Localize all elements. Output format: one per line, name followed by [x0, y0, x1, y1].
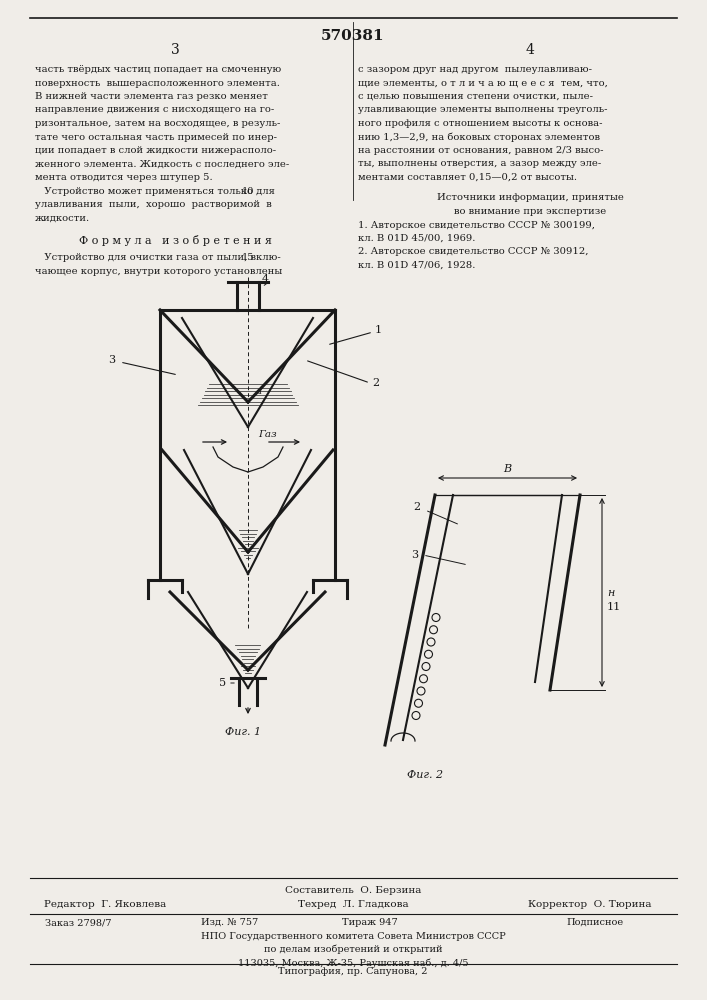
Text: ментами составляет 0,15—0,2 от высоты.: ментами составляет 0,15—0,2 от высоты.	[358, 173, 577, 182]
Text: Подписное: Подписное	[566, 918, 624, 927]
Text: ции попадает в слой жидкости нижерасполо-: ции попадает в слой жидкости нижерасполо…	[35, 146, 276, 155]
Text: чающее корпус, внутри которого установлены: чающее корпус, внутри которого установле…	[35, 266, 282, 275]
Text: кл. B 01D 47/06, 1928.: кл. B 01D 47/06, 1928.	[358, 261, 475, 270]
Text: Составитель  О. Берзина: Составитель О. Берзина	[285, 886, 421, 895]
Text: Корректор  О. Тюрина: Корректор О. Тюрина	[528, 900, 652, 909]
Text: с целью повышения степени очистки, пыле-: с целью повышения степени очистки, пыле-	[358, 92, 593, 101]
Text: улавливания  пыли,  хорошо  растворимой  в: улавливания пыли, хорошо растворимой в	[35, 200, 271, 209]
Text: Фиг. 2: Фиг. 2	[407, 770, 443, 780]
Text: 2: 2	[413, 502, 420, 512]
Text: 4: 4	[525, 43, 534, 57]
Text: на расстоянии от основания, равном 2/3 высо-: на расстоянии от основания, равном 2/3 в…	[358, 146, 604, 155]
Text: 15: 15	[242, 253, 255, 262]
Text: кл. B 01D 45/00, 1969.: кл. B 01D 45/00, 1969.	[358, 234, 475, 243]
Text: Редактор  Г. Яковлева: Редактор Г. Яковлева	[44, 900, 166, 909]
Text: 11: 11	[607, 602, 621, 612]
Text: Тираж 947: Тираж 947	[342, 918, 398, 927]
Text: Техред  Л. Гладкова: Техред Л. Гладкова	[298, 900, 409, 909]
Text: жидкости.: жидкости.	[35, 214, 90, 223]
Text: 3: 3	[170, 43, 180, 57]
Text: 570381: 570381	[321, 29, 385, 43]
Text: ризонтальное, затем на восходящее, в резуль-: ризонтальное, затем на восходящее, в рез…	[35, 119, 281, 128]
Text: Фиг. 1: Фиг. 1	[225, 727, 261, 737]
Text: направление движения с нисходящего на го-: направление движения с нисходящего на го…	[35, 105, 274, 114]
Text: во внимание при экспертизе: во внимание при экспертизе	[454, 207, 606, 216]
Text: Устройство может применяться только для: Устройство может применяться только для	[35, 186, 275, 196]
Text: с зазором друг над другом  пылеулавливаю-: с зазором друг над другом пылеулавливаю-	[358, 65, 592, 74]
Text: 2. Авторское свидетельство СССР № 30912,: 2. Авторское свидетельство СССР № 30912,	[358, 247, 588, 256]
Text: 113035, Москва, Ж-35, Раушская наб., д. 4/5: 113035, Москва, Ж-35, Раушская наб., д. …	[238, 958, 468, 968]
Text: Устройство для очистки газа от пыли, вклю-: Устройство для очистки газа от пыли, вкл…	[35, 253, 281, 262]
Text: 1: 1	[375, 325, 382, 335]
Text: улавливающие элементы выполнены треуголь-: улавливающие элементы выполнены треуголь…	[358, 105, 607, 114]
Text: мента отводится через штупер 5.: мента отводится через штупер 5.	[35, 173, 213, 182]
Text: B: B	[503, 464, 512, 474]
Text: 10: 10	[242, 186, 255, 196]
Text: поверхность  вышерасположенного элемента.: поверхность вышерасположенного элемента.	[35, 79, 280, 88]
Text: НПО Государственного комитета Совета Министров СССР: НПО Государственного комитета Совета Мин…	[201, 932, 506, 941]
Text: Типография, пр. Сапунова, 2: Типография, пр. Сапунова, 2	[279, 967, 428, 976]
Text: a: a	[256, 387, 262, 396]
Text: Изд. № 757: Изд. № 757	[201, 918, 259, 927]
Text: по делам изобретений и открытий: по делам изобретений и открытий	[264, 945, 443, 954]
Text: ного профиля с отношением высоты к основа-: ного профиля с отношением высоты к основ…	[358, 119, 602, 128]
Text: 1. Авторское свидетельство СССР № 300199,: 1. Авторское свидетельство СССР № 300199…	[358, 221, 595, 230]
Text: В нижней части элемента газ резко меняет: В нижней части элемента газ резко меняет	[35, 92, 268, 101]
Text: 2: 2	[372, 378, 379, 388]
Text: 4: 4	[262, 274, 269, 284]
Text: тате чего остальная часть примесей по инер-: тате чего остальная часть примесей по ин…	[35, 132, 277, 141]
Text: часть твёрдых частиц попадает на смоченную: часть твёрдых частиц попадает на смоченн…	[35, 65, 281, 74]
Text: Газ: Газ	[258, 430, 276, 439]
Text: Ф о р м у л а   и з о б р е т е н и я: Ф о р м у л а и з о б р е т е н и я	[78, 235, 271, 246]
Text: 3: 3	[411, 550, 418, 560]
Text: 3: 3	[108, 355, 115, 365]
Text: щие элементы, о т л и ч а ю щ е е с я  тем, что,: щие элементы, о т л и ч а ю щ е е с я те…	[358, 79, 608, 88]
Text: Источники информации, принятые: Источники информации, принятые	[436, 192, 624, 202]
Text: ты, выполнены отверстия, а зазор между эле-: ты, выполнены отверстия, а зазор между э…	[358, 159, 601, 168]
Text: н: н	[607, 587, 614, 597]
Text: 5: 5	[219, 678, 226, 688]
Text: нию 1,3—2,9, на боковых сторонах элементов: нию 1,3—2,9, на боковых сторонах элемент…	[358, 132, 600, 142]
Text: женного элемента. Жидкость с последнего эле-: женного элемента. Жидкость с последнего …	[35, 159, 289, 168]
Text: Заказ 2798/7: Заказ 2798/7	[45, 918, 111, 927]
